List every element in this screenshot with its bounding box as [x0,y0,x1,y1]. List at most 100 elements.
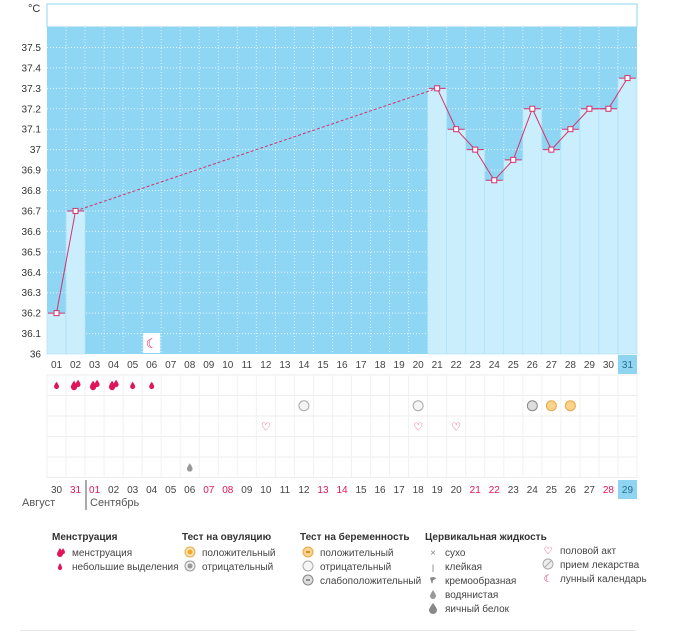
legend-fluid: Цервикальная жидкость × сухо ꞁ клейкая кре… [425,531,547,617]
date-label: 09 [241,485,253,496]
cycle-day-label: 20 [413,360,425,371]
legend-item-intercourse: половой акт [560,546,617,557]
temp-point [434,85,441,92]
moon-icon: ☾ [146,336,158,351]
temp-bar [427,88,447,355]
date-label: 29 [622,485,634,496]
legend-item-fluid-eggwhite: яичный белок [445,604,510,615]
light-discharge-marker [54,381,59,390]
cycle-day-label: 30 [603,360,615,371]
y-tick-label: 36.3 [22,288,42,299]
legend-item-ovulation-positive: положительный [202,548,276,559]
light-discharge-marker [130,381,136,390]
pregnancy-weak-marker [526,400,538,412]
temp-point [586,105,593,112]
menstruation-marker [94,379,100,388]
cycle-day-label: 22 [451,360,463,371]
cycle-day-label: 28 [565,360,577,371]
fluid-eggwhite-icon [425,602,441,619]
temp-point [529,105,536,112]
temp-point [548,146,555,153]
menstruation-marker [70,380,78,391]
legend-item-medication: прием лекарства [560,560,640,571]
date-label: 30 [51,485,63,496]
intercourse-marker: ♡ [451,421,461,433]
date-label: 18 [413,485,425,496]
cycle-day-label: 11 [242,360,253,371]
date-label: 10 [260,485,272,496]
date-label: 07 [203,485,215,496]
fluid-dry-icon: × [430,548,436,559]
y-tick-label: 37.4 [22,63,42,74]
cycle-day-label: 25 [508,360,520,371]
date-label: 02 [108,485,120,496]
y-tick-label: 37.2 [22,104,42,115]
legend-item-light-discharge: небольшие выделения [72,562,179,573]
cycle-day-label: 23 [470,360,482,371]
temp-bar [465,149,486,355]
ovulation-negative-icon [182,560,198,577]
cycle-day-label: 13 [279,360,291,371]
menstruation-marker [75,379,81,388]
current-day-cell [617,355,637,374]
temp-bar [503,159,524,355]
cycle-day-label: 09 [203,360,215,371]
moon-icon: ☾ [543,574,553,585]
temp-line [493,159,514,181]
menstruation-icon [52,547,68,562]
fluid-watery-marker [186,463,193,472]
temp-point [605,105,612,112]
temp-bar [617,77,638,355]
y-tick-label: 36.5 [22,247,42,258]
legend-item-fluid-watery: водянистая [445,590,499,601]
date-label: 04 [146,485,158,496]
date-label: 27 [584,485,596,496]
pregnancy-negative-marker [412,400,424,412]
date-label: 31 [70,485,82,496]
legend-pregnancy: Тест на беременность положительный отриц… [300,531,421,589]
legend-item-pregnancy-negative: отрицательный [320,562,392,573]
menstruation-marker [89,380,97,391]
cycle-day-label: 02 [70,360,82,371]
date-label: 17 [394,485,406,496]
cycle-day-label: 18 [375,360,387,371]
intercourse-marker: ♡ [261,421,271,433]
temp-point [624,75,631,82]
date-label: 26 [565,485,577,496]
legend-item-menstruation: менструация [72,548,133,559]
pill-icon [540,558,556,575]
cycle-day-label: 21 [432,360,444,371]
heart-icon: ♡ [543,546,553,557]
pregnancy-weak-icon [300,574,316,591]
chart-top-area [46,3,638,28]
temp-point [472,146,479,153]
y-tick-label: 37 [30,145,42,156]
pregnancy-negative-icon [300,560,316,577]
menstruation-marker [108,380,116,391]
cycle-day-label: 17 [355,360,367,371]
cycle-day-label: 03 [89,360,101,371]
legend-item-pregnancy-positive: положительный [320,548,394,559]
temp-bar [46,312,67,355]
temp-point [510,156,517,163]
legend-ovulation: Тест на овуляцию положительный отрицател… [182,531,275,575]
pregnancy-positive-icon [300,546,316,563]
date-label: 14 [336,485,348,496]
legend-item-fluid-creamy: кремообразная [445,576,517,587]
date-label: 19 [432,485,444,496]
temp-line [608,77,628,110]
cycle-day-label: 27 [546,360,558,371]
cycle-day-label: 16 [336,360,348,371]
y-tick-label: 37.3 [22,84,42,95]
y-tick-label: 36.9 [22,166,42,177]
temp-point [491,177,498,184]
temp-point [72,207,79,214]
legend-ovulation-title: Тест на овуляцию [182,532,272,543]
y-tick-label: 36.4 [22,268,42,279]
legend-menstruation: Менструация менструация небольшие выделе… [52,531,179,575]
cycle-day-label: 15 [317,360,329,371]
temp-bar [579,108,600,355]
legend-other: ♡ половой акт прием лекарства ☾ лунный кал… [540,545,647,587]
ovulation-positive-icon [182,546,198,563]
y-tick-label: 36.8 [22,186,42,197]
